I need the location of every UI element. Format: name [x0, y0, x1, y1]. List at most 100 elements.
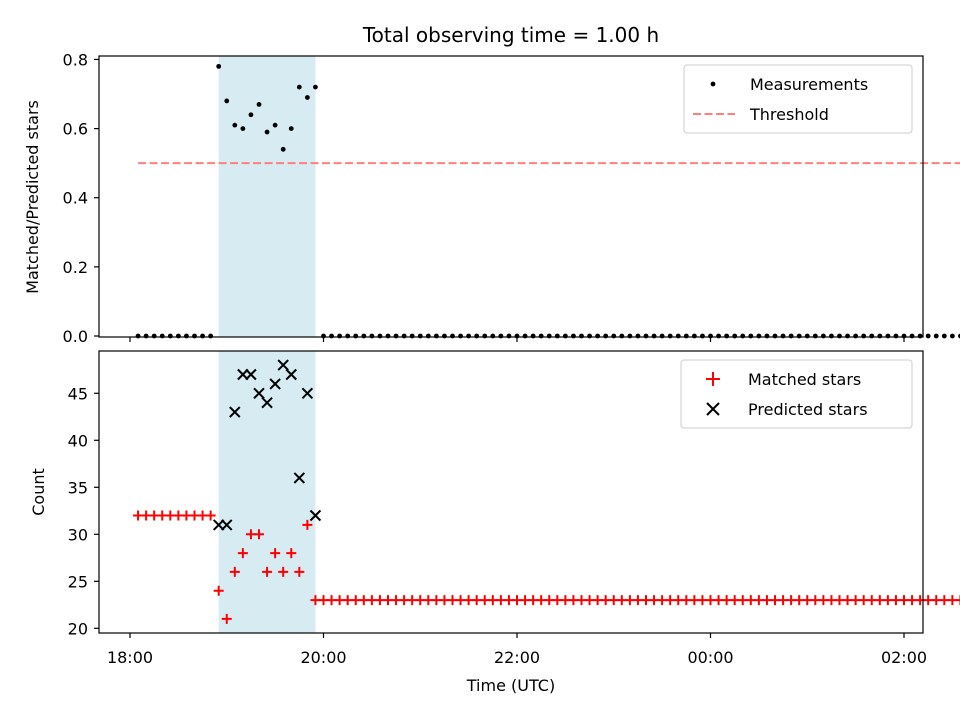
measurement-point: [240, 126, 246, 131]
legend-label-threshold: Threshold: [749, 105, 829, 124]
measurement-point: [853, 333, 859, 339]
top-y-tick-label: 0.4: [63, 189, 88, 208]
measurement-point: [143, 333, 149, 339]
measurement-point: [329, 333, 334, 339]
measurement-point: [409, 333, 415, 339]
x-axis-label: Time (UTC): [466, 676, 555, 695]
measurement-point: [667, 333, 673, 339]
predicted-star-point: [253, 387, 265, 400]
measurement-point: [611, 333, 617, 339]
measurement-point: [232, 122, 238, 128]
measurement-point: [313, 84, 318, 90]
measurement-point: [393, 333, 399, 339]
x-tick-label: 18:00: [107, 648, 153, 667]
measurement-point: [659, 333, 665, 339]
measurement-point: [740, 333, 746, 339]
matched-star-point: [294, 566, 305, 577]
measurement-point: [691, 333, 697, 339]
measurement-point: [949, 333, 955, 339]
predicted-star-point: [229, 406, 241, 418]
bottom-y-tick-label: 45: [68, 384, 88, 403]
top-legend: Measurements Threshold: [683, 64, 913, 134]
top-legend-box: [683, 64, 913, 134]
measurement-point: [208, 333, 214, 339]
bottom-y-tick-label: 30: [68, 525, 88, 544]
x-tick-label: 22:00: [494, 648, 540, 667]
legend-label-measurements: Measurements: [750, 75, 868, 94]
bottom-y-tick-label: 20: [68, 619, 88, 638]
measurement-point: [482, 333, 488, 339]
predicted-star-point: [301, 387, 314, 400]
matched-star-point: [229, 566, 240, 577]
measurement-point: [369, 333, 375, 339]
measurement-point: [845, 333, 850, 339]
measurement-point: [433, 333, 439, 339]
measurement-point: [490, 333, 496, 339]
measurement-point: [417, 333, 423, 339]
measurement-point: [780, 333, 786, 339]
measurement-point: [820, 333, 826, 339]
measurement-point: [603, 333, 609, 339]
measurement-point: [401, 333, 407, 339]
matched-star-point: [237, 548, 248, 559]
measurement-point: [304, 95, 310, 100]
measurement-point: [635, 333, 641, 339]
measurement-point: [893, 333, 899, 339]
top-y-tick-label: 0.8: [63, 50, 88, 69]
measurement-point: [345, 333, 351, 339]
predicted-star-point: [261, 396, 273, 409]
bottom-y-tick-label: 40: [68, 431, 88, 450]
measurement-point: [450, 333, 455, 339]
measurement-point: [909, 333, 915, 339]
measurement-point: [224, 98, 230, 104]
measurement-point: [498, 333, 504, 339]
measurement-point: [796, 333, 802, 339]
measurement-point: [619, 333, 625, 339]
measurement-point: [683, 333, 689, 339]
matched-star-point: [302, 519, 313, 530]
measurement-point: [466, 333, 472, 339]
bottom-y-axis-label: Count: [29, 468, 48, 516]
measurement-point: [474, 333, 480, 339]
measurement-point: [812, 333, 818, 339]
legend-marker-measurements: [710, 81, 716, 87]
measurement-point: [651, 333, 657, 339]
measurement-point: [917, 333, 923, 339]
measurement-point: [522, 333, 528, 339]
matched-star-point: [286, 548, 297, 559]
measurement-point: [885, 333, 891, 339]
measurement-point: [425, 333, 431, 339]
measurement-point: [772, 333, 778, 339]
measurement-point: [192, 333, 197, 339]
legend-label-predicted: Predicted stars: [748, 400, 868, 419]
top-plot-frame: [98, 55, 924, 338]
measurement-point: [756, 333, 762, 339]
measurement-point: [877, 333, 883, 339]
measurement-point: [361, 333, 367, 339]
x-tick-label: 02:00: [881, 648, 927, 667]
measurement-point: [385, 333, 391, 339]
bottom-y-tick-label: 35: [68, 478, 88, 497]
predicted-star-point: [285, 368, 297, 381]
top-y-axis-label: Matched/Predicted stars: [23, 100, 42, 294]
measurement-point: [925, 333, 931, 339]
bottom-legend-box: [680, 359, 913, 429]
matched-star-point: [262, 566, 273, 577]
measurement-point: [724, 333, 730, 339]
measurement-point: [675, 333, 681, 339]
measurement-point: [353, 333, 359, 339]
measurement-point: [135, 333, 141, 339]
measurement-point: [538, 333, 544, 339]
legend-label-matched: Matched stars: [748, 370, 861, 389]
predicted-star-point: [221, 519, 233, 531]
matched-star-point: [254, 529, 264, 540]
measurement-point: [175, 333, 181, 339]
bottom-legend: Matched stars Predicted stars: [680, 359, 913, 429]
legend-marker-predicted: [706, 402, 720, 416]
measurement-point: [184, 333, 189, 339]
measurement-point: [506, 333, 512, 339]
measurement-point: [377, 333, 383, 339]
measurement-point: [748, 333, 754, 339]
measurement-point: [788, 333, 794, 339]
measurement-point: [458, 333, 463, 339]
